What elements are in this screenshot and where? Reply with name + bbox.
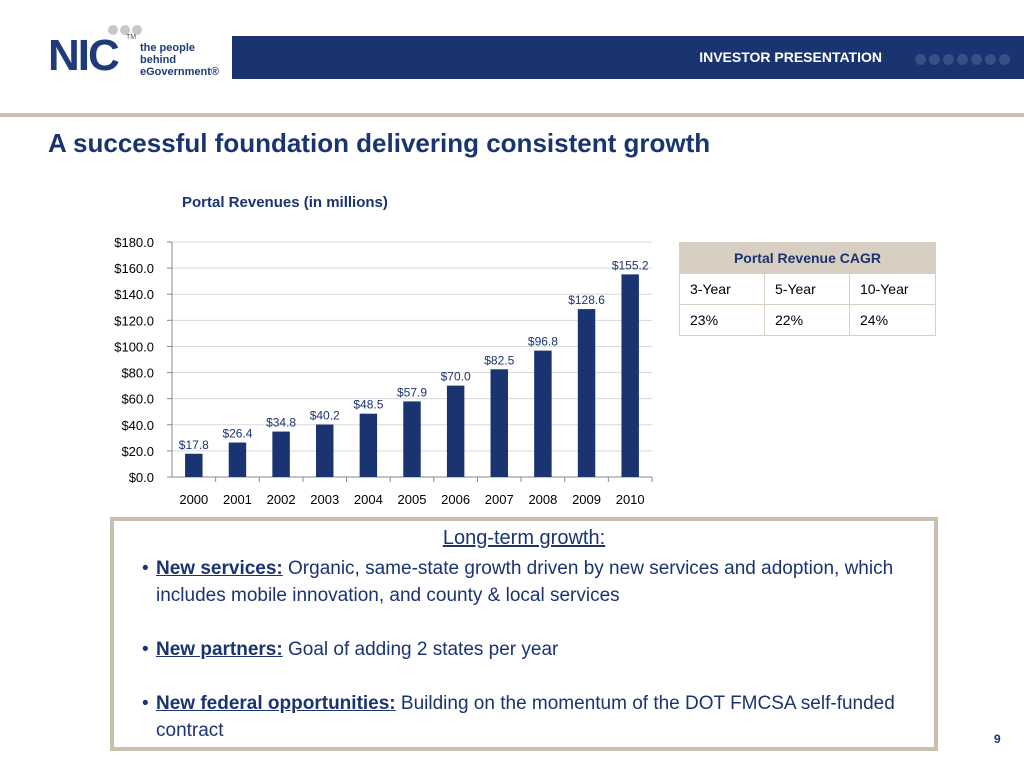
y-tick-label: $0.0 xyxy=(129,470,154,485)
page-title: A successful foundation delivering consi… xyxy=(48,128,711,158)
table-row: 23% 22% 24% xyxy=(679,304,936,336)
bar xyxy=(490,369,508,477)
bar xyxy=(185,453,203,477)
cagr-header-cell: 5-Year xyxy=(764,273,850,305)
x-tick-label: 2003 xyxy=(310,492,339,507)
nic-logo: NIC TM the people behind eGovernment® xyxy=(48,22,228,82)
cagr-table-title: Portal Revenue CAGR xyxy=(679,242,936,274)
y-tick-label: $80.0 xyxy=(121,366,154,381)
cagr-header-cell: 3-Year xyxy=(679,273,765,305)
bullet-text: Goal of adding 2 states per year xyxy=(287,639,559,660)
y-tick-label: $160.0 xyxy=(114,261,154,276)
bullet-label: New services: xyxy=(156,558,283,579)
bullet-label: New federal opportunities: xyxy=(156,693,396,714)
banner-dots-icon xyxy=(912,52,1010,70)
logo-trademark: TM xyxy=(126,34,137,41)
y-tick-label: $120.0 xyxy=(114,313,154,328)
y-tick-label: $180.0 xyxy=(114,235,154,250)
bullet-new-services: • New services: Organic, same-state grow… xyxy=(142,555,912,609)
growth-heading: Long-term growth: xyxy=(442,527,606,549)
banner-title: INVESTOR PRESENTATION xyxy=(699,49,882,65)
page-number: 9 xyxy=(994,732,1001,746)
bar-data-label: $96.8 xyxy=(528,335,558,349)
bullet-text: Building on the momentum of the DOT FMCS… xyxy=(156,693,895,741)
x-tick-label: 2004 xyxy=(354,492,383,507)
y-tick-label: $60.0 xyxy=(121,392,154,407)
y-tick-label: $40.0 xyxy=(121,418,154,433)
bar-data-label: $17.8 xyxy=(179,438,209,452)
bar xyxy=(446,385,465,477)
bullet-new-partners: • New partners: Goal of adding 2 states … xyxy=(142,636,912,663)
x-tick-label: 2009 xyxy=(572,492,601,507)
header-divider xyxy=(0,113,1024,117)
bar xyxy=(316,424,334,477)
x-tick-label: 2001 xyxy=(223,492,252,507)
x-tick-label: 2002 xyxy=(267,492,296,507)
growth-box: Long-term growth: • New services: Organi… xyxy=(110,517,938,751)
bullet-icon: • xyxy=(142,693,149,714)
cagr-value-cell: 24% xyxy=(849,304,936,336)
bar-data-label: $48.5 xyxy=(353,398,383,412)
x-tick-label: 2000 xyxy=(179,492,208,507)
bar xyxy=(228,442,247,477)
bullet-label: New partners: xyxy=(156,639,283,660)
logo-tagline-line: behind xyxy=(140,54,177,66)
bar xyxy=(621,274,639,477)
bar xyxy=(577,309,596,477)
logo-tagline: the people behind eGovernment® xyxy=(140,42,219,78)
table-row: 3-Year 5-Year 10-Year xyxy=(679,273,936,305)
bar-data-label: $57.9 xyxy=(397,385,427,399)
logo-dots-icon xyxy=(108,22,144,40)
cagr-header-cell: 10-Year xyxy=(849,273,936,305)
bar-data-label: $82.5 xyxy=(484,353,514,367)
bar xyxy=(403,401,421,477)
x-tick-label: 2007 xyxy=(485,492,514,507)
x-tick-label: 2006 xyxy=(441,492,470,507)
bar xyxy=(534,350,552,477)
logo-tagline-line: the people xyxy=(140,42,196,54)
bullet-icon: • xyxy=(142,558,149,579)
header-banner: INVESTOR PRESENTATION xyxy=(232,36,1024,79)
cagr-value-cell: 22% xyxy=(764,304,850,336)
bar-data-label: $70.0 xyxy=(441,370,471,384)
y-tick-label: $100.0 xyxy=(114,339,154,354)
chart-title: Portal Revenues (in millions) xyxy=(182,194,388,211)
bar xyxy=(359,413,378,477)
y-tick-label: $140.0 xyxy=(114,287,154,302)
cagr-table: Portal Revenue CAGR 3-Year 5-Year 10-Yea… xyxy=(679,242,936,336)
x-tick-label: 2005 xyxy=(398,492,427,507)
logo-tagline-line: eGovernment® xyxy=(140,66,220,78)
bar-data-label: $128.6 xyxy=(568,293,605,307)
bar-data-label: $40.2 xyxy=(310,409,340,423)
bar xyxy=(272,431,290,477)
logo-wordmark: NIC xyxy=(48,31,120,80)
bar-data-label: $155.2 xyxy=(612,258,649,272)
bullet-text: Organic, same-state growth driven by new… xyxy=(156,558,894,606)
bar-data-label: $34.8 xyxy=(266,416,296,430)
cagr-value-cell: 23% xyxy=(679,304,765,336)
bar-data-label: $26.4 xyxy=(222,427,252,441)
bullet-icon: • xyxy=(142,639,149,660)
x-tick-label: 2010 xyxy=(616,492,645,507)
bullet-new-federal: • New federal opportunities: Building on… xyxy=(142,690,912,744)
x-tick-label: 2008 xyxy=(528,492,557,507)
y-tick-label: $20.0 xyxy=(121,444,154,459)
